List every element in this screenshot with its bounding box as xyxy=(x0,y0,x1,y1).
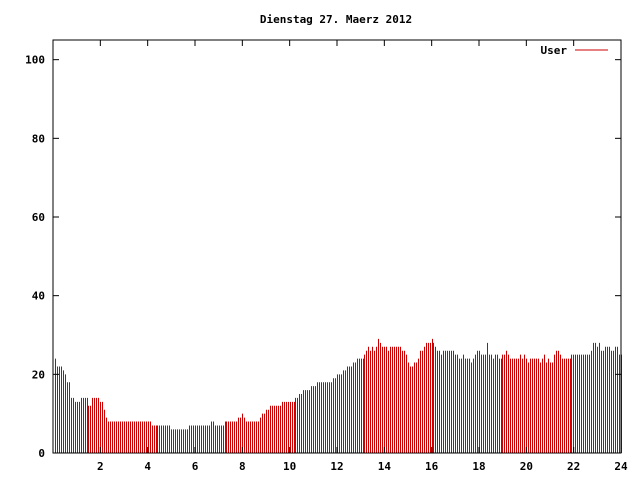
x-tick-label: 4 xyxy=(144,460,151,473)
x-tick-label: 2 xyxy=(97,460,104,473)
x-tick-label: 14 xyxy=(378,460,392,473)
y-tick-label: 60 xyxy=(32,211,45,224)
legend-label-user: User xyxy=(541,44,568,57)
y-tick-label: 20 xyxy=(32,368,45,381)
y-tick-label: 40 xyxy=(32,290,45,303)
x-tick-label: 10 xyxy=(283,460,296,473)
chart-title: Dienstag 27. Maerz 2012 xyxy=(260,13,412,26)
x-tick-label: 8 xyxy=(239,460,246,473)
bar-series-user xyxy=(55,338,622,453)
y-tick-label: 0 xyxy=(38,447,45,460)
y-axis: 0 20 40 60 80 100 xyxy=(25,54,621,460)
x-tick-label: 16 xyxy=(425,460,439,473)
x-tick-label: 6 xyxy=(192,460,199,473)
y-tick-label: 80 xyxy=(32,132,45,145)
x-axis: 2 4 6 8 10 12 14 16 18 20 22 24 xyxy=(97,40,628,473)
y-tick-label: 100 xyxy=(25,54,45,67)
x-tick-label: 18 xyxy=(472,460,485,473)
x-tick-label: 22 xyxy=(567,460,580,473)
x-tick-label: 12 xyxy=(330,460,343,473)
x-tick-label: 20 xyxy=(520,460,533,473)
legend: User xyxy=(541,44,608,57)
x-tick-label: 24 xyxy=(614,460,628,473)
